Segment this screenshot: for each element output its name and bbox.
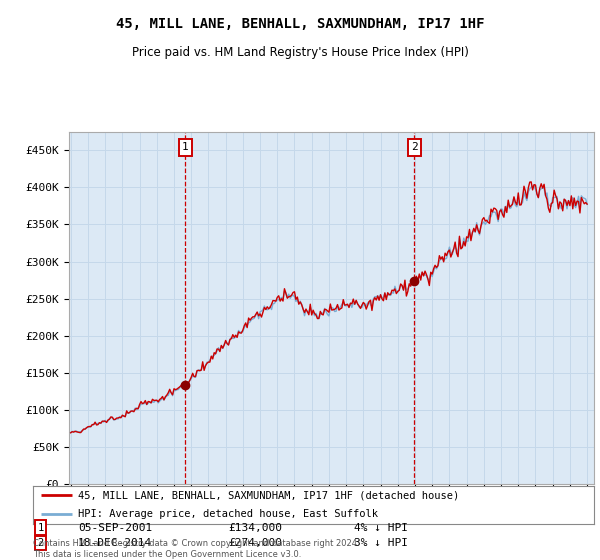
Text: 3% ↓ HPI: 3% ↓ HPI (354, 538, 408, 548)
Text: HPI: Average price, detached house, East Suffolk: HPI: Average price, detached house, East… (78, 510, 378, 520)
Text: Price paid vs. HM Land Registry's House Price Index (HPI): Price paid vs. HM Land Registry's House … (131, 46, 469, 59)
Text: 1: 1 (38, 522, 44, 533)
Text: £134,000: £134,000 (228, 522, 282, 533)
Text: 45, MILL LANE, BENHALL, SAXMUNDHAM, IP17 1HF (detached house): 45, MILL LANE, BENHALL, SAXMUNDHAM, IP17… (78, 491, 459, 501)
Text: £274,000: £274,000 (228, 538, 282, 548)
Text: 45, MILL LANE, BENHALL, SAXMUNDHAM, IP17 1HF: 45, MILL LANE, BENHALL, SAXMUNDHAM, IP17… (116, 17, 484, 31)
Text: 18-DEC-2014: 18-DEC-2014 (78, 538, 152, 548)
Text: 4% ↓ HPI: 4% ↓ HPI (354, 522, 408, 533)
Text: Contains HM Land Registry data © Crown copyright and database right 2024.
This d: Contains HM Land Registry data © Crown c… (33, 539, 359, 559)
Text: 2: 2 (411, 142, 418, 152)
Text: 2: 2 (38, 538, 44, 548)
Text: 05-SEP-2001: 05-SEP-2001 (78, 522, 152, 533)
Text: 1: 1 (182, 142, 189, 152)
